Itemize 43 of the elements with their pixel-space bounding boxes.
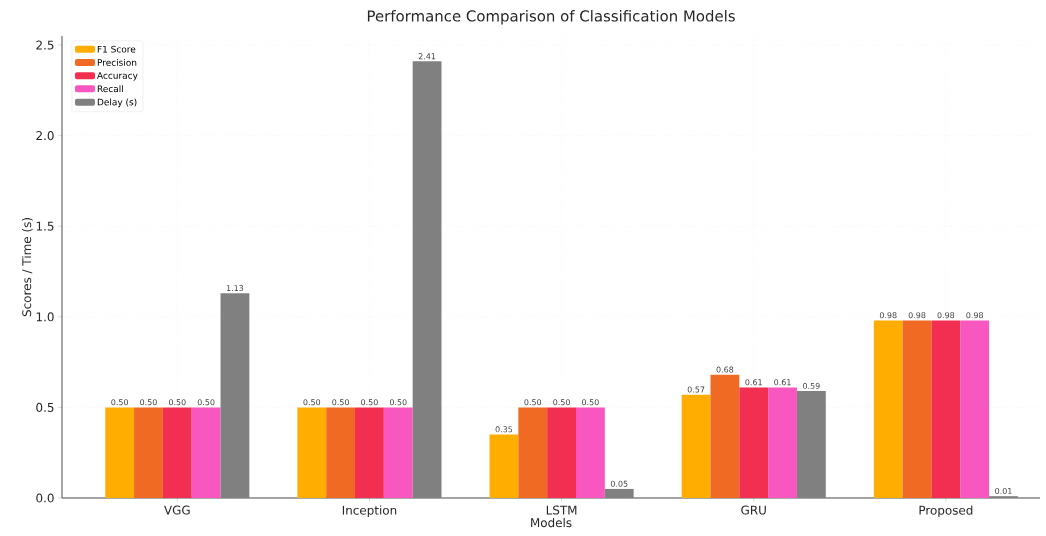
bar [383, 407, 413, 498]
bar [960, 320, 990, 498]
bar [355, 407, 384, 498]
bar [105, 407, 135, 498]
bar [604, 488, 634, 498]
bar [902, 320, 932, 498]
bar [191, 407, 221, 498]
x-tick-label: LSTM [546, 505, 577, 515]
bar [873, 320, 903, 498]
y-tick-label: 2.0 [36, 131, 54, 141]
legend-label: Precision [97, 58, 137, 66]
bar [931, 320, 961, 498]
bar [681, 394, 711, 498]
bar [297, 407, 327, 498]
legend-label: Accuracy [97, 72, 138, 81]
y-tick-label: 0.5 [36, 402, 54, 412]
x-tick-label: VGG [164, 505, 190, 515]
bar [162, 407, 192, 498]
y-tick-label: 0.0 [36, 493, 54, 503]
chart-title: Performance Comparison of Classification Models [367, 10, 735, 25]
bar [796, 391, 826, 498]
legend-label: F1 Score [97, 45, 136, 53]
bar [575, 407, 605, 498]
x-tick-label: GRU [741, 505, 766, 515]
y-tick-label: 1.0 [36, 312, 54, 322]
x-axis-title: Models [531, 517, 572, 528]
bar [412, 61, 442, 498]
y-tick-label: 1.5 [36, 221, 54, 231]
bar [518, 407, 548, 498]
bar [489, 434, 519, 498]
bar [134, 407, 163, 498]
legend-label: Delay (s) [97, 98, 137, 108]
y-tick-label: 2.5 [36, 40, 54, 50]
bar [739, 387, 769, 498]
bar [768, 387, 797, 498]
x-tick-label: Inception [342, 505, 397, 518]
y-axis-title: Scores / Time (s) [21, 218, 33, 317]
bar [547, 407, 576, 498]
legend-label: Recall [97, 85, 123, 93]
bar [220, 293, 250, 498]
x-tick-label: Proposed [919, 505, 973, 518]
bar [710, 374, 740, 498]
bar [326, 407, 356, 498]
